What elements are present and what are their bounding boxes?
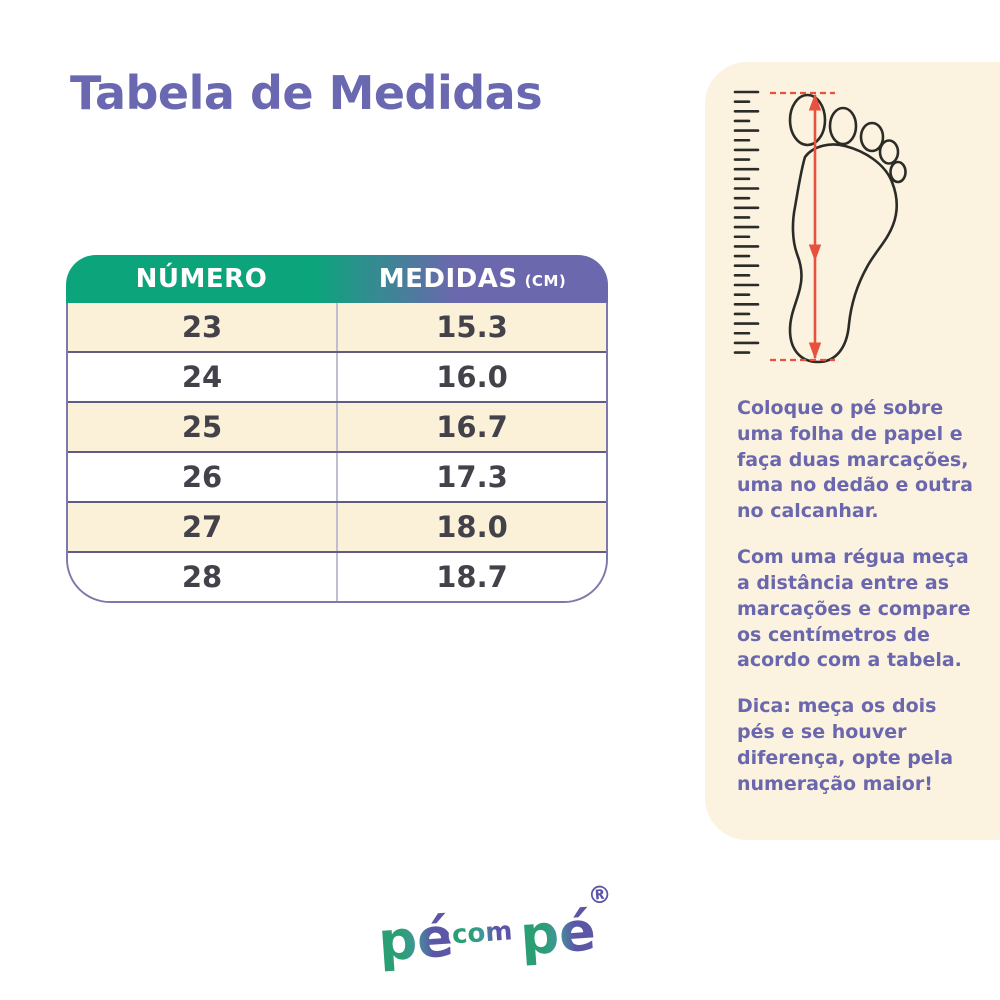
tip-label: Dica: — [737, 695, 791, 718]
table-row: 24 16.0 — [68, 351, 606, 401]
cell-numero: 27 — [181, 510, 223, 544]
ruler-icon — [733, 90, 760, 354]
instructions-text: Coloque o pé sobre uma folha de papel e … — [737, 396, 975, 818]
column-header-numero: NÚMERO — [66, 255, 337, 303]
cell-medida: 17.3 — [336, 453, 606, 501]
page-title: Tabela de Medidas — [70, 66, 543, 120]
table-row: 28 18.7 — [68, 551, 606, 601]
cell-numero: 25 — [181, 410, 223, 444]
table-row: 27 18.0 — [68, 501, 606, 551]
table-row: 26 17.3 — [68, 451, 606, 501]
logo-word-com: com — [451, 916, 513, 950]
cell-medida: 18.7 — [336, 553, 606, 601]
cell-medida: 15.3 — [336, 303, 606, 351]
column-header-medidas: MEDIDAS (CM) — [337, 255, 608, 303]
table-row: 23 15.3 — [68, 303, 606, 351]
table-row: 25 16.7 — [68, 401, 606, 451]
logo-word-pe-1: pé — [376, 905, 455, 972]
size-table-header: NÚMERO MEDIDAS (CM) — [66, 255, 608, 303]
brand-logo: pé com pé ® — [372, 882, 615, 972]
size-table: NÚMERO MEDIDAS (CM) 23 15.3 24 16.0 25 1… — [66, 255, 608, 603]
cell-medida: 16.7 — [336, 403, 606, 451]
instruction-paragraph-2: Com uma régua meça a distância entre as … — [737, 546, 971, 672]
cell-numero: 23 — [181, 310, 223, 344]
cell-numero: 24 — [181, 360, 223, 394]
logo-word-pe-2: pé — [518, 899, 597, 967]
measure-instructions-panel: Coloque o pé sobre uma folha de papel e … — [705, 62, 1000, 840]
foot-measurement-illustration — [733, 90, 907, 364]
size-table-body: 23 15.3 24 16.0 25 16.7 26 17.3 27 18.0 … — [66, 303, 608, 603]
cell-numero: 28 — [181, 560, 223, 594]
column-header-medidas-label: MEDIDAS — [378, 264, 518, 294]
cell-medida: 18.0 — [336, 503, 606, 551]
column-header-unit-label: (CM) — [524, 272, 567, 290]
foot-outline-icon — [788, 93, 907, 364]
registered-trademark-icon: ® — [587, 882, 613, 910]
cell-numero: 26 — [181, 460, 223, 494]
measure-arrow-icon — [770, 91, 835, 362]
cell-medida: 16.0 — [336, 353, 606, 401]
column-header-numero-label: NÚMERO — [135, 264, 268, 294]
instruction-tip: Dica: meça os dois pés e se houver difere… — [737, 694, 975, 797]
instruction-paragraph-1: Coloque o pé sobre uma folha de papel e … — [737, 397, 973, 523]
tip-text: meça os dois pés e se houver diferença, … — [737, 695, 954, 795]
